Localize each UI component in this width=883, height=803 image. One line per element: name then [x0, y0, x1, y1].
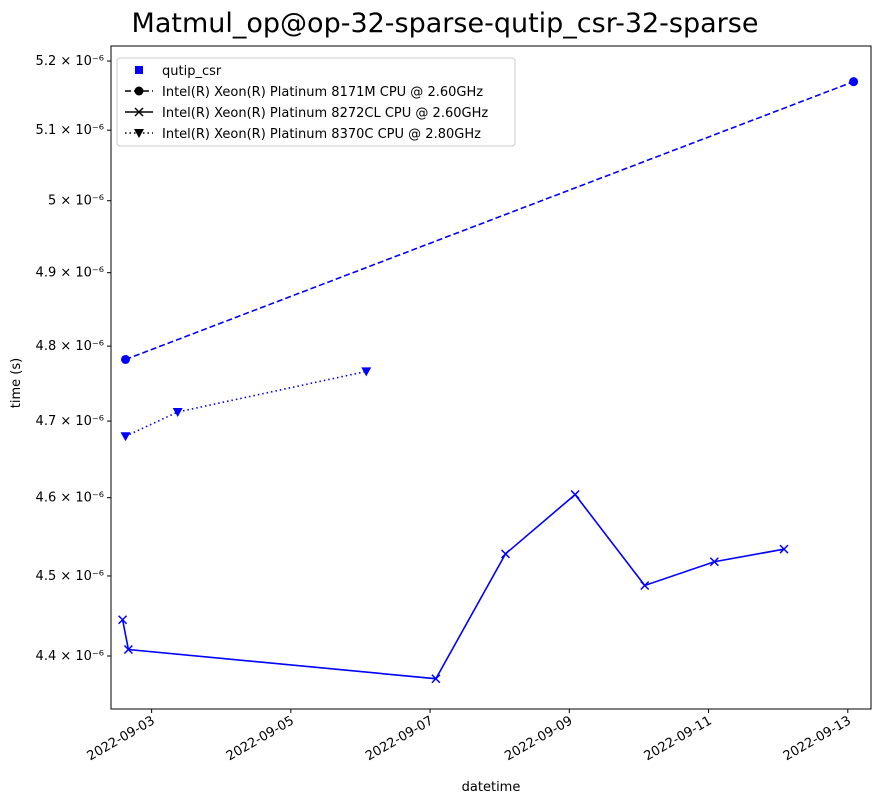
data-point	[570, 490, 580, 500]
y-tick-label: 4.6 × 10⁻⁶	[36, 491, 104, 506]
plot-area	[118, 77, 859, 684]
legend-entry: qutip_csr	[135, 64, 222, 79]
series-1	[121, 77, 859, 364]
legend-marker	[134, 107, 144, 117]
series-2	[118, 490, 789, 684]
y-axis: 4.4 × 10⁻⁶ 4.5 × 10⁻⁶ 4.6 × 10⁻⁶ 4.7 × 10⁻⁶…	[36, 54, 111, 664]
data-point	[121, 354, 131, 364]
data-point	[431, 674, 441, 684]
x-axis-label: datetime	[462, 780, 521, 795]
legend-entry: Intel(R) Xeon(R) Platinum 8272CL CPU @ 2…	[125, 106, 488, 121]
legend-box	[116, 57, 516, 147]
legend-marker	[134, 86, 144, 96]
data-point	[172, 408, 183, 418]
y-axis-label: time (s)	[9, 358, 24, 408]
legend-entry: Intel(R) Xeon(R) Platinum 8171M CPU @ 2.…	[125, 85, 483, 100]
series-line	[125, 370, 367, 438]
legend-entry: Intel(R) Xeon(R) Platinum 8370C CPU @ 2.…	[125, 127, 481, 142]
legend: qutip_csr Intel(R) Xeon(R) Platinum 8171M…	[116, 57, 516, 147]
y-tick-label: 4.7 × 10⁻⁶	[36, 414, 104, 429]
y-tick-label: 5.1 × 10⁻⁶	[36, 123, 104, 138]
x-axis: 2022-09-03 2022-09-05 2022-09-07 2022-09-09…	[85, 709, 854, 764]
x-tick-label: 2022-09-07	[363, 713, 436, 764]
y-tick-label: 5.2 × 10⁻⁶	[36, 54, 104, 69]
legend-label: Intel(R) Xeon(R) Platinum 8370C CPU @ 2.…	[162, 127, 481, 142]
legend-label: Intel(R) Xeon(R) Platinum 8272CL CPU @ 2…	[162, 106, 488, 121]
data-point	[640, 580, 650, 590]
y-tick-label: 4.4 × 10⁻⁶	[36, 649, 104, 664]
x-tick-label: 2022-09-13	[781, 713, 854, 764]
y-tick-label: 4.9 × 10⁻⁶	[36, 266, 104, 281]
y-tick-label: 4.5 × 10⁻⁶	[36, 569, 104, 584]
data-point	[779, 544, 789, 554]
data-point	[709, 557, 719, 567]
data-point	[120, 432, 131, 442]
data-point	[500, 549, 511, 559]
series-line	[121, 493, 785, 680]
data-point	[123, 644, 133, 655]
x-tick-label: 2022-09-03	[85, 713, 158, 764]
plot-frame	[110, 45, 872, 710]
data-point	[849, 77, 859, 87]
x-tick-label: 2022-09-05	[224, 713, 297, 764]
chart-title: Matmul_op@op-32-sparse-qutip_csr-32-spar…	[132, 8, 759, 39]
data-point	[361, 367, 372, 377]
x-tick-label: 2022-09-09	[502, 713, 575, 764]
legend-label: Intel(R) Xeon(R) Platinum 8171M CPU @ 2.…	[162, 85, 483, 100]
legend-marker	[134, 129, 144, 138]
y-tick-label: 4.8 × 10⁻⁶	[36, 339, 104, 354]
y-tick-label: 5 × 10⁻⁶	[48, 194, 104, 209]
x-tick-label: 2022-09-11	[642, 713, 715, 764]
legend-marker	[135, 66, 143, 74]
series-3	[120, 367, 372, 442]
data-point	[118, 615, 128, 625]
series-line	[125, 80, 854, 361]
legend-label: qutip_csr	[162, 64, 222, 79]
